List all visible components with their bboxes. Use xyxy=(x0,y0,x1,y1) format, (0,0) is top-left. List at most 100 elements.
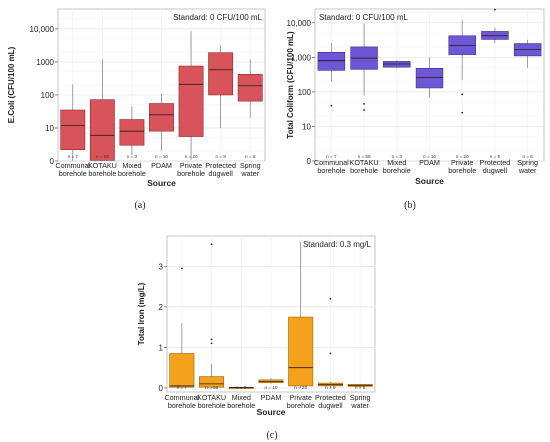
x-tick-label: Mixed borehole xyxy=(118,161,146,178)
outlier-point xyxy=(329,297,332,300)
box-6 xyxy=(481,8,509,43)
y-axis-title: Total Coliform (CFU/100 mL) xyxy=(286,31,295,139)
outlier-point xyxy=(210,342,213,345)
y-tick-label: 100 xyxy=(41,91,55,100)
x-tick-label: KOTAKU borehole xyxy=(88,161,117,178)
y-tick-label: 100 xyxy=(298,88,312,97)
n-label: n = 6 xyxy=(522,154,533,159)
x-axis-title: Source xyxy=(415,176,444,186)
box-body xyxy=(119,119,145,146)
box-5 xyxy=(288,242,314,388)
box-3 xyxy=(119,106,145,156)
y-axis-title: Total Iron (mg/L) xyxy=(137,282,146,345)
n-label: n = 58 xyxy=(205,385,218,390)
x-tick-label: Mixed borehole xyxy=(383,158,411,175)
box-body xyxy=(60,109,86,150)
box-body xyxy=(237,74,263,102)
box-2 xyxy=(350,23,378,111)
x-tick-label: Private borehole xyxy=(448,158,476,175)
x-tick-label: Private borehole xyxy=(287,393,315,410)
outlier-point xyxy=(180,267,183,270)
box-body xyxy=(89,99,115,161)
outlier-point xyxy=(363,109,365,111)
box-body xyxy=(169,353,195,388)
n-label: n = 7 xyxy=(177,385,188,390)
n-label: n = 3 xyxy=(127,154,138,159)
chart-total-iron: 0 1 2 3 n = 7 n = 58 n = 3 n = 10 n = 20 n = 9 n =… xyxy=(137,235,376,441)
x-tick-label: PDAM xyxy=(261,393,282,402)
x-tick-label: KOTAKU borehole xyxy=(197,393,226,410)
standard-annotation: Standard: 0 CFU/100 mL xyxy=(173,13,262,22)
box-body xyxy=(178,65,204,137)
x-tick-label: Private borehole xyxy=(177,161,205,178)
box-6 xyxy=(317,297,343,388)
x-tick-label: Protected dugwell xyxy=(480,158,511,175)
y-tick-label: 0 xyxy=(50,157,55,166)
outlier-point xyxy=(330,104,333,107)
n-label: n = 3 xyxy=(392,154,403,159)
y-tick-label: 10 xyxy=(302,122,311,131)
panel-label: (b) xyxy=(404,200,416,211)
outlier-point xyxy=(461,93,464,96)
n-label: n = 10 xyxy=(265,385,278,390)
standard-annotation: Standard: 0.3 mg/L xyxy=(303,240,372,249)
box-1 xyxy=(169,267,195,388)
box-7 xyxy=(513,39,542,68)
outlier-point xyxy=(494,8,496,11)
x-tick-label: Spring water xyxy=(350,393,371,410)
box-body xyxy=(199,376,225,388)
x-tick-label: Mixed borehole xyxy=(227,393,255,410)
y-tick-label: 10 xyxy=(45,124,54,133)
box-body xyxy=(288,316,314,387)
chart-ecoli: 0 10 100 1000 10,000 n = 7 n = 58 n = 3 n = 10 n … xyxy=(7,8,266,211)
box-5 xyxy=(448,20,476,114)
x-tick-label: Protected dugwell xyxy=(205,161,236,178)
n-label: n = 9 xyxy=(325,385,336,390)
box-body xyxy=(415,68,444,89)
n-label: n = 20 xyxy=(185,154,198,159)
y-tick-label: 10,000 xyxy=(287,19,312,28)
n-label: n = 10 xyxy=(155,154,168,159)
standard-annotation: Standard: 0 CFU/100 mL xyxy=(319,13,408,22)
y-tick-label: 1,000 xyxy=(291,53,312,62)
n-label: n = 20 xyxy=(294,385,307,390)
x-tick-label: Protected dugwell xyxy=(315,393,346,410)
y-tick-label: 10,000 xyxy=(30,25,55,34)
x-axis-title: Source xyxy=(147,178,176,188)
box-body xyxy=(208,52,234,96)
box-body xyxy=(149,103,174,132)
x-tick-label: KOTAKU borehole xyxy=(350,158,379,175)
outlier-point xyxy=(329,352,332,355)
x-tick-label: Spring water xyxy=(517,158,538,175)
x-tick-label: Communal borehole xyxy=(164,393,199,410)
chart-total-coliform: 0 10 100 1,000 10,000 n = 7 n = 58 n = 3 n = 10 n… xyxy=(286,8,545,211)
n-label: n = 20 xyxy=(456,154,469,159)
box-body xyxy=(317,51,346,71)
box-4 xyxy=(149,93,174,152)
n-label: n = 9 xyxy=(215,154,226,159)
panel-label: (c) xyxy=(266,430,277,441)
y-tick-label: 3 xyxy=(159,262,164,271)
n-label: n = 6 xyxy=(245,154,256,159)
x-tick-label: PDAM xyxy=(419,158,440,167)
outlier-point xyxy=(210,243,213,246)
box-3 xyxy=(383,60,411,69)
n-label: n = 6 xyxy=(355,385,366,390)
box-7 xyxy=(347,383,373,388)
outlier-point xyxy=(461,111,464,114)
x-tick-label: Spring water xyxy=(240,161,261,178)
y-tick-label: 1 xyxy=(159,343,164,352)
panel-label: (a) xyxy=(134,200,145,211)
x-axis-title: Source xyxy=(257,407,286,417)
outlier-point xyxy=(210,338,213,341)
y-tick-label: 0 xyxy=(159,384,164,393)
x-tick-label: PDAM xyxy=(151,161,172,170)
n-label: n = 58 xyxy=(96,154,109,159)
n-label: n = 10 xyxy=(423,154,436,159)
box-3 xyxy=(228,387,254,389)
box-7 xyxy=(237,59,263,119)
y-tick-label: 0 xyxy=(307,157,312,166)
box-2 xyxy=(199,243,225,388)
n-label: n = 58 xyxy=(358,154,371,159)
